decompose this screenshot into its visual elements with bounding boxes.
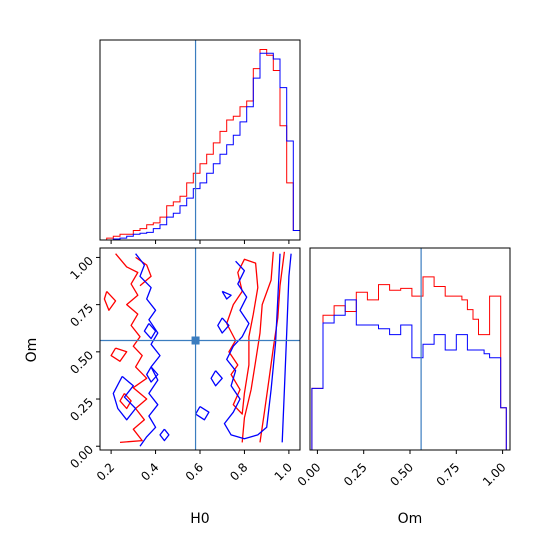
h0-hist-frame bbox=[99, 39, 301, 241]
h0-x-tick-label: 0.2 bbox=[94, 460, 117, 483]
contour-line-17 bbox=[221, 290, 232, 300]
contour-line-18 bbox=[281, 253, 292, 443]
om-marginal-histogram: 0.00 0.25 0.50 0.75 1.00 bbox=[295, 247, 511, 489]
x-axis-label-h0: H0 bbox=[190, 511, 209, 527]
contour-line-14 bbox=[194, 406, 210, 421]
om-x-tick-label: 0.50 bbox=[387, 460, 416, 489]
h0-hist-series-0 bbox=[106, 49, 301, 240]
om-y-tick-label: 0.00 bbox=[67, 442, 96, 471]
contour-line-3 bbox=[119, 392, 132, 410]
om-y-tick-label: 0.50 bbox=[67, 348, 96, 377]
om-hist-series-1 bbox=[311, 299, 507, 450]
contour-line-11 bbox=[146, 366, 159, 383]
om-hist-series-0 bbox=[311, 276, 507, 450]
contour-lines bbox=[103, 251, 292, 447]
contour-line-16 bbox=[217, 317, 230, 334]
om-hist-frame bbox=[309, 247, 511, 451]
om-y-tick-label: 1.00 bbox=[67, 254, 96, 283]
contour-line-15 bbox=[210, 370, 223, 387]
h0-x-tick-label: 1.0 bbox=[272, 460, 295, 483]
om-x-tick-label: 0.25 bbox=[341, 460, 370, 489]
contour-line-0 bbox=[115, 253, 148, 444]
contour-line-9 bbox=[112, 375, 137, 421]
x-axis-label-om: Om bbox=[398, 511, 423, 527]
contour-line-6 bbox=[259, 251, 286, 443]
om-y-tick-label: 0.25 bbox=[67, 395, 96, 424]
om-x-tick-label: 0.75 bbox=[434, 460, 463, 489]
om-x-tick-label: 1.00 bbox=[480, 460, 509, 489]
contour-frame bbox=[99, 247, 301, 451]
contour-line-7 bbox=[226, 258, 259, 415]
contour-line-8 bbox=[135, 253, 161, 447]
om-y-tick-label: 0.75 bbox=[67, 301, 96, 330]
contour-line-2 bbox=[103, 290, 117, 311]
y-axis-label-om: Om bbox=[24, 338, 40, 363]
contour-line-12 bbox=[159, 428, 170, 442]
h0-marginal-histogram bbox=[99, 39, 301, 244]
h0-x-tick-label: 0.4 bbox=[138, 460, 161, 483]
h0-x-tick-label: 0.6 bbox=[183, 460, 206, 483]
contour-line-4 bbox=[110, 347, 128, 362]
contour-line-1 bbox=[135, 256, 152, 287]
h0-om-contour-panel: 0.2 0.4 0.6 0.8 1.0 0.00 0.25 0.50 0.75 1.00 bbox=[67, 247, 301, 484]
contour-line-10 bbox=[143, 323, 157, 340]
contour-line-5 bbox=[241, 251, 274, 443]
h0-x-tick-label: 0.8 bbox=[227, 460, 250, 483]
h0-hist-series-1 bbox=[106, 52, 301, 241]
contour-line-13 bbox=[223, 253, 281, 440]
truth-point-marker bbox=[191, 336, 200, 345]
om-x-tick-label: 0.00 bbox=[295, 460, 324, 489]
